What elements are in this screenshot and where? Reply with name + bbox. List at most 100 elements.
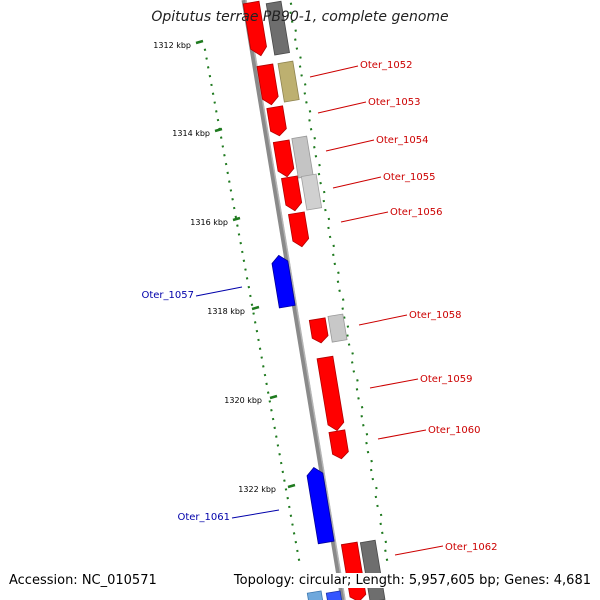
gc-dot bbox=[328, 235, 332, 239]
gc-dot bbox=[379, 522, 382, 526]
gc-dot bbox=[234, 215, 238, 219]
gene-label-oter-1055[interactable]: Oter_1055 bbox=[383, 172, 436, 183]
gene-label-oter-1058[interactable]: Oter_1058 bbox=[409, 310, 462, 321]
gene-label-oter-1062[interactable]: Oter_1062 bbox=[445, 542, 498, 553]
gc-dot bbox=[250, 303, 254, 306]
gc-dot bbox=[357, 397, 360, 400]
gene-feature-oter-1061[interactable] bbox=[306, 466, 335, 545]
gc-dot bbox=[294, 29, 297, 32]
gene-label-oter-1060[interactable]: Oter_1060 bbox=[428, 425, 481, 436]
gc-dot bbox=[279, 461, 283, 465]
gene-feature-oter-1053[interactable] bbox=[266, 105, 288, 137]
gene-feature[interactable] bbox=[325, 590, 343, 600]
gc-dot bbox=[208, 74, 212, 78]
gene-feature-oter-1057[interactable] bbox=[271, 254, 296, 309]
gc-dot bbox=[210, 83, 213, 87]
gc-dot bbox=[258, 347, 262, 350]
gc-dot bbox=[346, 334, 349, 337]
gc-dot bbox=[215, 110, 218, 113]
gc-dot bbox=[309, 128, 313, 131]
gene-feature-oter-1058[interactable] bbox=[308, 317, 329, 344]
gc-content-track bbox=[203, 2, 389, 561]
scale-label: 1322 kbp bbox=[238, 485, 276, 494]
gc-dot bbox=[303, 83, 307, 86]
gc-dot bbox=[384, 549, 387, 552]
gene-label-oter-1053[interactable]: Oter_1053 bbox=[368, 97, 421, 108]
gene-feature-oter-1059[interactable] bbox=[316, 355, 345, 432]
gc-dot bbox=[292, 532, 296, 535]
gene-feature[interactable] bbox=[265, 0, 290, 56]
gc-dot bbox=[314, 155, 318, 158]
gene-label-oter-1056[interactable]: Oter_1056 bbox=[390, 207, 443, 218]
gc-dot bbox=[226, 171, 229, 175]
gene-label-oter-1052[interactable]: Oter_1052 bbox=[360, 60, 413, 71]
gc-dot bbox=[299, 56, 302, 59]
gc-dot bbox=[360, 406, 364, 409]
gc-dot bbox=[338, 289, 341, 292]
gc-dot bbox=[224, 162, 228, 166]
gene-feature-oter-1052[interactable] bbox=[256, 63, 279, 106]
gc-dot bbox=[223, 154, 226, 157]
gene-feature[interactable] bbox=[300, 173, 323, 211]
gc-dot bbox=[257, 338, 260, 342]
gene-feature-oter-1060[interactable] bbox=[328, 429, 349, 460]
label-leaders bbox=[195, 65, 444, 556]
scale-labels: 1312 kbp 1314 kbp 1316 kbp 1318 kbp 1320… bbox=[153, 41, 276, 494]
gc-dot bbox=[324, 208, 327, 212]
gc-dot bbox=[236, 224, 239, 227]
gc-dot bbox=[319, 181, 322, 185]
gc-dot bbox=[231, 198, 234, 201]
gene-feature[interactable] bbox=[291, 135, 314, 179]
gc-dot bbox=[213, 101, 216, 104]
gene-feature[interactable] bbox=[327, 313, 348, 343]
gene-label-oter-1054[interactable]: Oter_1054 bbox=[376, 135, 429, 146]
gc-dot bbox=[300, 74, 303, 77]
gc-dot bbox=[362, 424, 365, 427]
gc-dot bbox=[260, 356, 263, 359]
gene-feature[interactable] bbox=[277, 60, 300, 103]
gc-dot bbox=[247, 285, 251, 289]
gc-dot bbox=[303, 92, 307, 95]
gene-feature-oter-1054[interactable] bbox=[272, 139, 295, 178]
gc-dot bbox=[229, 189, 233, 192]
gc-dot bbox=[308, 119, 311, 122]
gene-feature[interactable] bbox=[242, 0, 268, 57]
gc-dot bbox=[370, 459, 373, 463]
gc-dot bbox=[211, 92, 215, 95]
gc-dot bbox=[347, 343, 351, 346]
gc-dot bbox=[219, 136, 223, 139]
gc-dot bbox=[268, 400, 272, 403]
gene-feature[interactable] bbox=[306, 590, 324, 600]
gc-dot bbox=[369, 468, 373, 472]
gc-dot bbox=[313, 146, 316, 149]
gc-dot bbox=[266, 391, 270, 394]
gc-dot bbox=[350, 361, 354, 364]
gc-dot bbox=[385, 558, 389, 561]
gc-dot bbox=[352, 370, 356, 373]
gc-dot bbox=[295, 47, 299, 50]
scale-ticks bbox=[195, 39, 296, 489]
gc-dot bbox=[379, 513, 383, 517]
gene-feature-oter-1056[interactable] bbox=[288, 211, 310, 248]
genome-title: Opitutus terrae PB90-1, complete genome bbox=[151, 9, 449, 25]
gc-dot bbox=[262, 365, 265, 368]
gc-dot bbox=[253, 321, 257, 324]
gc-dot bbox=[318, 163, 321, 167]
gc-dot bbox=[296, 549, 299, 553]
gc-dot bbox=[283, 479, 286, 482]
gc-dot bbox=[284, 488, 288, 491]
gc-dot bbox=[228, 180, 231, 183]
gc-dot bbox=[294, 38, 297, 41]
gc-dot bbox=[298, 65, 302, 68]
gene-label-oter-1061[interactable]: Oter_1061 bbox=[177, 512, 230, 523]
gc-dot bbox=[341, 298, 345, 301]
gc-dot bbox=[355, 388, 359, 391]
gene-label-oter-1059[interactable]: Oter_1059 bbox=[420, 374, 473, 385]
scale-label: 1314 kbp bbox=[172, 129, 210, 138]
gc-dot bbox=[291, 523, 294, 526]
gc-dot bbox=[322, 190, 326, 194]
gc-dot bbox=[365, 433, 369, 436]
gene-label-oter-1057[interactable]: Oter_1057 bbox=[141, 290, 194, 301]
gene-feature-oter-1055[interactable] bbox=[281, 175, 303, 212]
